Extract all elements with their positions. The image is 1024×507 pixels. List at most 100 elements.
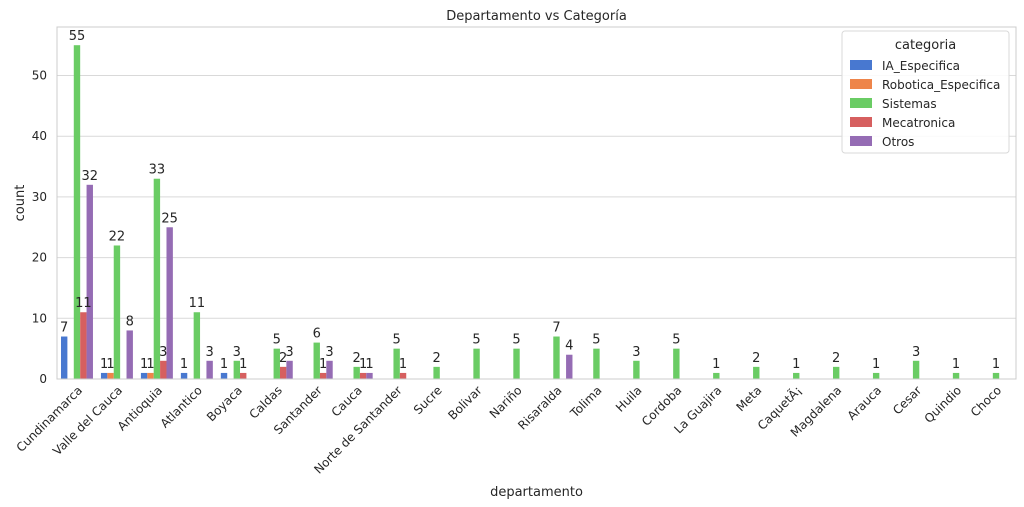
bar — [399, 372, 407, 379]
bar — [872, 372, 880, 379]
data-label: 25 — [161, 211, 178, 226]
bar — [113, 245, 121, 379]
data-label: 2 — [832, 351, 840, 366]
data-label: 1 — [872, 357, 880, 372]
data-label: 1 — [239, 357, 247, 372]
bar — [359, 372, 367, 379]
data-label: 7 — [552, 321, 560, 336]
x-tick-label: Cauca — [329, 383, 365, 419]
bar — [86, 184, 93, 379]
data-label: 1 — [100, 357, 108, 372]
bar — [233, 360, 241, 379]
plot-frame — [56, 26, 1017, 380]
data-label: 3 — [325, 345, 333, 360]
data-label: 3 — [632, 345, 640, 360]
bar — [286, 360, 293, 379]
data-label: 1 — [146, 357, 154, 372]
bar — [713, 372, 720, 379]
legend-swatch — [850, 136, 872, 146]
bar — [366, 372, 373, 379]
x-tick-label: Cesar — [890, 383, 924, 417]
bar — [593, 348, 600, 379]
data-label: 1 — [140, 357, 148, 372]
data-label: 6 — [313, 327, 321, 342]
y-tick-label: 50 — [32, 69, 47, 83]
bar — [992, 372, 1000, 379]
data-label: 2 — [752, 351, 760, 366]
x-tick-label: Arauca — [845, 383, 885, 423]
bar — [273, 348, 280, 379]
data-label: 1 — [319, 357, 327, 372]
x-tick-label: Boyaca — [204, 383, 245, 424]
bar — [206, 360, 213, 379]
data-label: 1 — [220, 357, 228, 372]
x-tick-label: Cundinamarca — [14, 383, 86, 455]
bar — [912, 360, 920, 379]
bar — [326, 360, 333, 379]
x-tick-label: Bolivar — [445, 383, 484, 422]
x-tick-label: Sucre — [411, 383, 445, 417]
y-axis: 0 10 20 30 40 50 — [32, 69, 47, 386]
legend-entry: IA_Especifica — [882, 59, 960, 73]
x-tick-label: Meta — [733, 383, 764, 414]
bar — [313, 342, 320, 379]
data-label: 3 — [233, 345, 241, 360]
legend-entry: Robotica_Especifica — [882, 78, 1000, 92]
bar — [319, 372, 327, 379]
legend-entry: Otros — [882, 135, 914, 149]
data-label: 22 — [109, 229, 126, 244]
data-label: 33 — [149, 163, 166, 178]
bar — [73, 45, 81, 379]
bar — [553, 336, 560, 379]
y-tick-label: 30 — [32, 190, 47, 204]
data-label: 1 — [992, 357, 1000, 372]
data-label: 1 — [359, 357, 367, 372]
bar — [60, 336, 68, 379]
y-tick-label: 10 — [32, 311, 47, 325]
data-label: 2 — [353, 351, 361, 366]
data-label: 1 — [106, 357, 114, 372]
y-axis-title: count — [13, 185, 28, 222]
bar — [566, 354, 573, 379]
x-tick-label: Valle del Cauca — [50, 383, 125, 458]
legend-entry: Sistemas — [882, 97, 937, 111]
data-label: 1 — [952, 357, 960, 372]
bar — [107, 372, 114, 379]
data-label: 5 — [472, 333, 480, 348]
bars — [60, 45, 1000, 379]
y-tick-label: 40 — [32, 129, 47, 143]
data-label: 5 — [592, 333, 600, 348]
bar — [473, 348, 480, 379]
data-label: 5 — [512, 333, 520, 348]
data-label: 32 — [81, 169, 98, 184]
bar — [393, 348, 400, 379]
x-tick-label: Choco — [968, 383, 1004, 419]
legend-swatch — [850, 98, 872, 108]
data-label: 5 — [393, 333, 401, 348]
bar — [353, 366, 360, 379]
data-label: 5 — [672, 333, 680, 348]
bar — [166, 227, 173, 379]
bar — [673, 348, 680, 379]
bar — [753, 366, 760, 379]
legend-box — [841, 30, 1010, 154]
bar — [160, 360, 167, 379]
bar — [180, 372, 188, 379]
data-label: 3 — [285, 345, 293, 360]
data-label: 1 — [180, 357, 188, 372]
x-tick-label: Risaralda — [515, 383, 564, 432]
x-tick-label: Caldas — [246, 383, 284, 421]
data-label: 4 — [565, 339, 573, 354]
data-label: 1 — [365, 357, 373, 372]
data-label: 1 — [712, 357, 720, 372]
bar — [220, 372, 228, 379]
bar — [793, 372, 800, 379]
bar — [140, 372, 148, 379]
legend-entry: Mecatronica — [882, 116, 955, 130]
bar — [513, 348, 520, 379]
x-tick-label: Nariño — [487, 383, 525, 421]
x-tick-label: Huila — [613, 383, 645, 415]
bar — [279, 366, 287, 379]
legend-swatch — [850, 117, 872, 127]
